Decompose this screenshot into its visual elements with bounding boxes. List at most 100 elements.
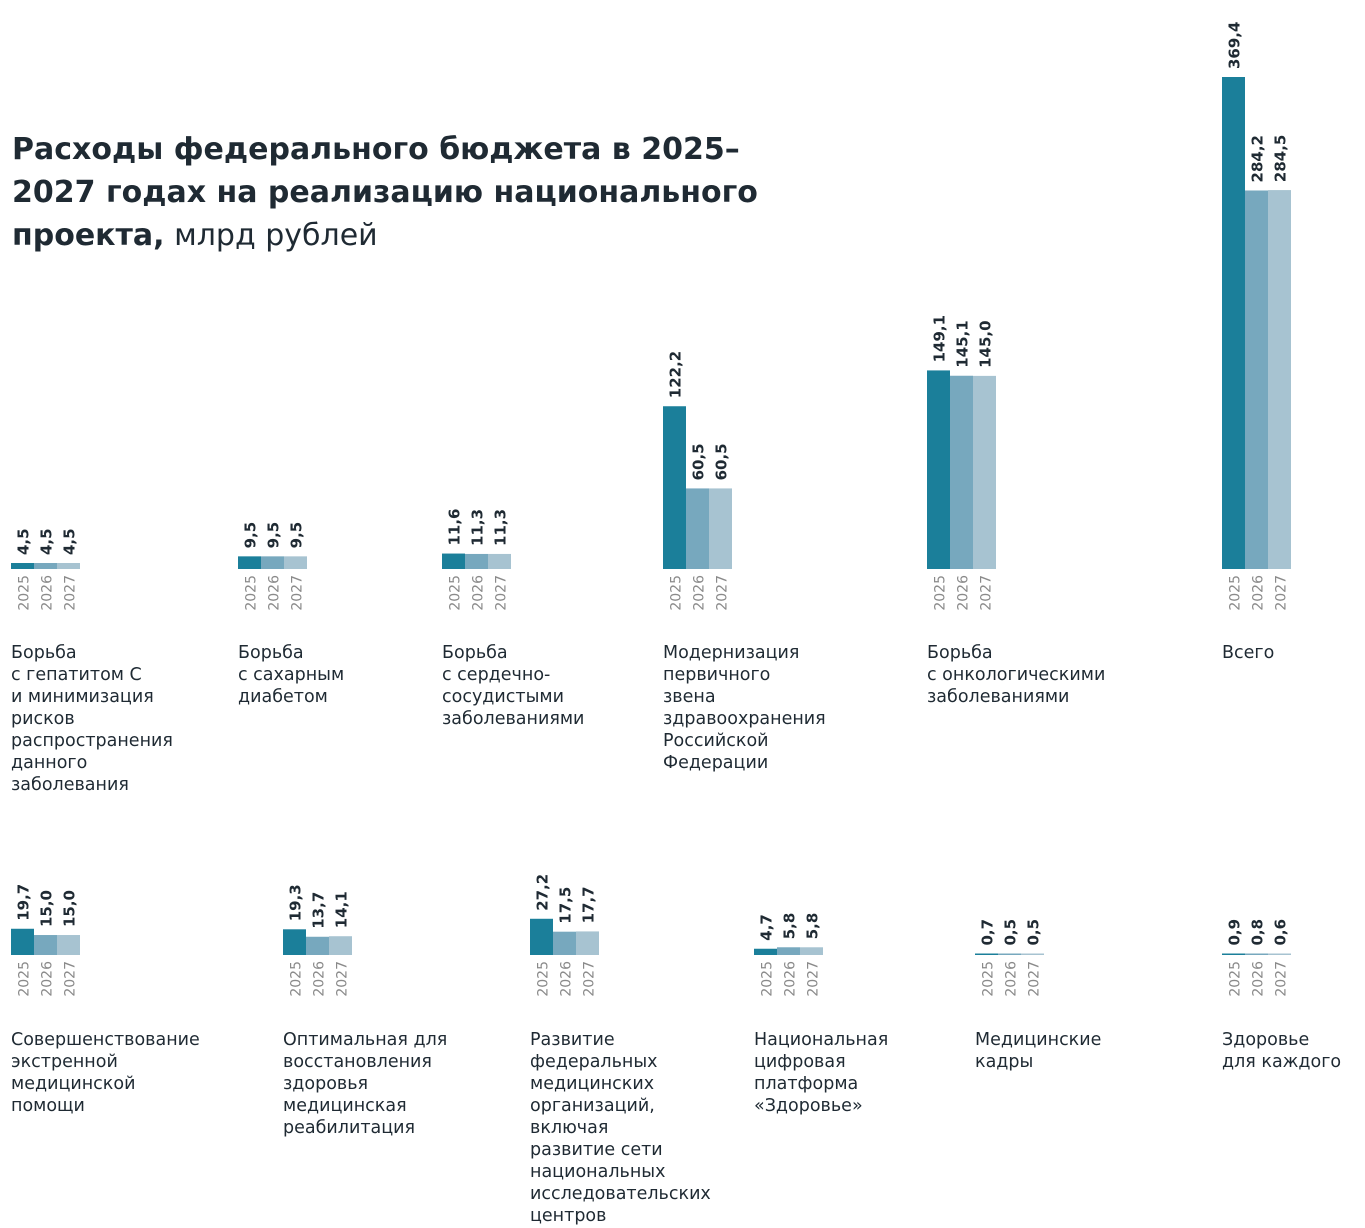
category-label-line: помощи bbox=[11, 1096, 85, 1116]
category-label: Развитие федеральных медицинских организаци… bbox=[530, 1029, 711, 1227]
value-label-1-1-2025: 4,5 bbox=[15, 528, 33, 555]
category-label-line: центров bbox=[530, 1206, 607, 1226]
value-label-2-5-2027: 0,5 bbox=[1025, 919, 1043, 946]
bar-2-6-2027 bbox=[1268, 953, 1291, 955]
value-label-1-2-2027: 9,5 bbox=[288, 522, 306, 549]
year-label-1-4-2027: 2027 bbox=[715, 575, 731, 611]
bar-2-1-2025 bbox=[11, 928, 34, 955]
category-label-line: Федерации bbox=[663, 753, 769, 773]
category-label: Модернизация первичного звена здравоохранен… bbox=[663, 642, 826, 774]
category-label-line: национальных bbox=[530, 1162, 666, 1182]
category-label-line: заболеваниями bbox=[442, 709, 585, 729]
category-label-line: Медицинские bbox=[975, 1030, 1102, 1050]
value-label-2-2-2026: 13,7 bbox=[310, 892, 328, 929]
bar-2-4-2027 bbox=[800, 947, 823, 955]
value-label-2-1-2027: 15,0 bbox=[61, 890, 79, 927]
value-label-1-6-2027: 284,5 bbox=[1272, 135, 1290, 182]
category-label: Борьба с сердечно-сосудистыми заболеваниям… bbox=[442, 642, 584, 730]
category-label-line: здоровья bbox=[283, 1074, 369, 1094]
category-label-line: медицинских bbox=[530, 1074, 655, 1094]
category-label: Борьба с сахарным диабетом bbox=[238, 642, 344, 708]
bar-1-4-2026 bbox=[686, 488, 709, 569]
category-label-line: восстановления bbox=[283, 1052, 432, 1072]
year-label-2-4-2025: 2025 bbox=[760, 961, 776, 997]
category-label-line: с онкологическими bbox=[927, 665, 1106, 685]
category-label-line: Борьба bbox=[442, 643, 508, 663]
bar-2-2-2026 bbox=[306, 936, 329, 955]
year-label-2-6-2025: 2025 bbox=[1228, 961, 1244, 997]
year-label-1-3-2026: 2026 bbox=[471, 575, 487, 611]
year-label-1-2-2027: 2027 bbox=[290, 575, 306, 611]
bar-2-1-2027 bbox=[57, 935, 80, 955]
year-label-2-5-2025: 2025 bbox=[981, 961, 997, 997]
bar-1-3-2025 bbox=[442, 553, 465, 569]
year-label-1-3-2027: 2027 bbox=[494, 575, 510, 611]
bar-1-1-2026 bbox=[34, 563, 57, 569]
value-label-2-5-2025: 0,7 bbox=[979, 919, 997, 946]
category-label-line: Развитие bbox=[530, 1030, 615, 1050]
category-label-line: включая bbox=[530, 1118, 609, 1138]
category-label: Национальная цифровая платформа «Здоровье» bbox=[754, 1029, 888, 1117]
value-label-1-1-2027: 4,5 bbox=[61, 528, 79, 555]
category-label-line: медицинской bbox=[11, 1074, 136, 1094]
value-label-2-6-2026: 0,8 bbox=[1249, 919, 1267, 946]
category-label-line: Российской bbox=[663, 731, 769, 751]
value-label-1-2-2025: 9,5 bbox=[242, 522, 260, 549]
year-label-1-2-2026: 2026 bbox=[267, 575, 283, 611]
year-label-2-3-2025: 2025 bbox=[536, 961, 552, 997]
year-label-2-5-2026: 2026 bbox=[1004, 961, 1020, 997]
category-label: Медицинские кадры bbox=[975, 1029, 1101, 1073]
bar-2-3-2027 bbox=[576, 931, 599, 955]
bar-2-6-2025 bbox=[1222, 953, 1245, 955]
category-label-line: с гепатитом С bbox=[11, 665, 142, 685]
category-label-line: данного bbox=[11, 753, 88, 773]
year-label-2-3-2026: 2026 bbox=[559, 961, 575, 997]
category-label: Борьба с онкологическими заболеваниями bbox=[927, 642, 1105, 708]
category-label-line: с сердечно- bbox=[442, 665, 551, 685]
year-label-1-5-2026: 2026 bbox=[956, 575, 972, 611]
value-label-2-3-2025: 27,2 bbox=[534, 874, 552, 911]
category-label-line: Всего bbox=[1222, 643, 1275, 663]
category-label-line: медицинская bbox=[283, 1096, 407, 1116]
year-label-2-3-2027: 2027 bbox=[582, 961, 598, 997]
year-label-2-6-2026: 2026 bbox=[1251, 961, 1267, 997]
bar-1-5-2026 bbox=[950, 375, 973, 569]
category-label-line: и минимизация bbox=[11, 687, 154, 707]
bar-2-2-2025 bbox=[283, 929, 306, 955]
value-label-1-1-2026: 4,5 bbox=[38, 528, 56, 555]
value-label-1-5-2026: 145,1 bbox=[954, 320, 972, 367]
year-label-1-6-2027: 2027 bbox=[1274, 575, 1290, 611]
category-label-line: сосудистыми bbox=[442, 687, 564, 707]
chart-title-bold: Расходы федерального бюджета в 2025–2027… bbox=[12, 132, 758, 253]
bar-2-2-2027 bbox=[329, 936, 352, 955]
value-label-2-6-2027: 0,6 bbox=[1272, 919, 1290, 946]
value-label-2-5-2026: 0,5 bbox=[1002, 919, 1020, 946]
value-label-1-5-2025: 149,1 bbox=[931, 315, 949, 362]
value-label-2-6-2025: 0,9 bbox=[1226, 919, 1244, 946]
bar-1-2-2026 bbox=[261, 556, 284, 569]
category-label-line: федеральных bbox=[530, 1052, 658, 1072]
bar-1-3-2026 bbox=[465, 553, 488, 569]
category-label-line: платформа bbox=[754, 1074, 859, 1094]
value-label-1-5-2027: 145,0 bbox=[977, 320, 995, 367]
category-label-line: кадры bbox=[975, 1052, 1034, 1072]
category-label-line: Национальная bbox=[754, 1030, 889, 1050]
value-label-2-3-2027: 17,7 bbox=[580, 886, 598, 923]
value-label-2-2-2027: 14,1 bbox=[333, 891, 351, 928]
category-label: Совершенствование экстренной медицинской по… bbox=[11, 1029, 200, 1117]
value-label-1-4-2027: 60,5 bbox=[713, 443, 731, 480]
value-label-2-2-2025: 19,3 bbox=[287, 884, 305, 921]
category-label-line: диабетом bbox=[238, 687, 328, 707]
year-label-1-4-2025: 2025 bbox=[669, 575, 685, 611]
year-label-2-6-2027: 2027 bbox=[1274, 961, 1290, 997]
bar-2-5-2025 bbox=[975, 953, 998, 955]
category-label-line: исследовательских bbox=[530, 1184, 711, 1204]
value-label-1-3-2025: 11,6 bbox=[446, 509, 464, 546]
category-label-line: распространения bbox=[11, 731, 173, 751]
year-label-2-2-2026: 2026 bbox=[312, 961, 328, 997]
bar-1-1-2027 bbox=[57, 563, 80, 569]
value-label-1-6-2026: 284,2 bbox=[1249, 135, 1267, 182]
category-label-line: экстренной bbox=[11, 1052, 118, 1072]
value-label-1-2-2026: 9,5 bbox=[265, 522, 283, 549]
